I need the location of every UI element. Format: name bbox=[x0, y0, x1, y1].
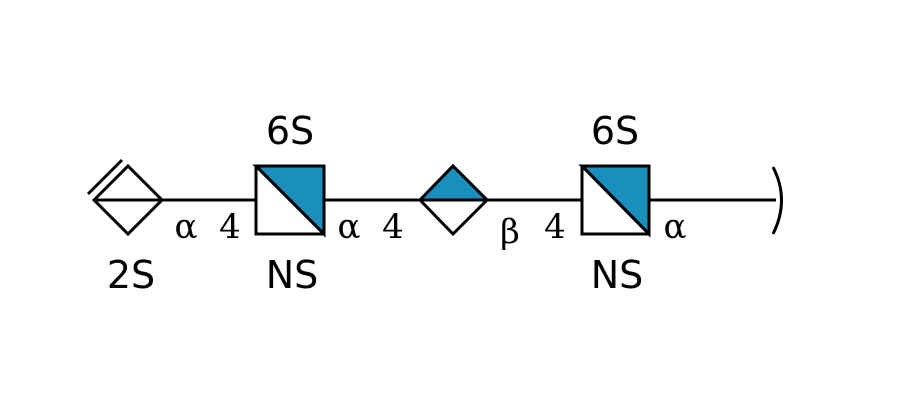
residue-4-square bbox=[578, 164, 651, 238]
linkage-3-position: 4 bbox=[544, 207, 566, 247]
linkage-2-anomer: α bbox=[338, 207, 361, 247]
residue-1-diamond bbox=[86, 158, 165, 237]
linkage-1-anomer: α bbox=[175, 207, 198, 247]
residue-4-top-label: 6S bbox=[591, 109, 639, 153]
residue-2-square bbox=[252, 164, 326, 238]
residue-3-diamond bbox=[416, 163, 491, 237]
linkage-1-position: 4 bbox=[219, 207, 241, 247]
residue-1-bottom-label: 2S bbox=[107, 253, 155, 297]
reducing-end-bracket bbox=[771, 166, 783, 235]
residue-1-mark bbox=[86, 158, 124, 196]
linkage-3-anomer: β bbox=[500, 212, 520, 252]
residue-2-bottom-label: NS bbox=[266, 253, 319, 297]
residue-2-top-label: 6S bbox=[266, 109, 314, 153]
linkage-4-anomer: α bbox=[664, 207, 687, 247]
linkage-2-position: 4 bbox=[382, 207, 404, 247]
residue-4-bottom-label: NS bbox=[591, 253, 644, 297]
